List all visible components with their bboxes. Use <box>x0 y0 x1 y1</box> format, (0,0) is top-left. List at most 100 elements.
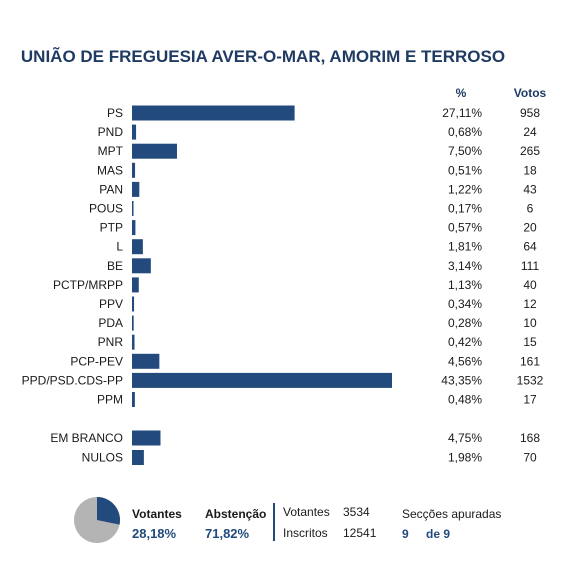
party-row-pnr: PNR 0,42% 15 <box>98 334 537 350</box>
party-row-em-branco: EM BRANCO 4,75% 168 <box>50 430 540 446</box>
party-bar <box>132 201 134 216</box>
party-pct: 27,11% <box>442 106 482 120</box>
party-label: PTP <box>100 221 123 235</box>
party-votes: 64 <box>523 240 537 254</box>
party-label: PCTP/MRPP <box>53 278 123 292</box>
party-label: PPM <box>97 393 123 407</box>
party-bar <box>132 181 140 197</box>
party-row-pan: PAN 1,22% 43 <box>99 181 537 197</box>
party-label: PNR <box>98 335 124 349</box>
party-votes: 70 <box>523 451 537 465</box>
party-row-pnd: PND 0,68% 24 <box>98 124 537 140</box>
party-pct: 4,75% <box>448 431 482 445</box>
party-votes: 15 <box>523 335 537 349</box>
party-bar <box>132 105 295 121</box>
party-bar <box>132 450 144 465</box>
chart-title: UNIÃO DE FREGUESIA AVER-O-MAR, AMORIM E … <box>21 46 505 66</box>
party-pct: 1,13% <box>448 278 482 292</box>
inscritos-label: Inscritos <box>283 526 328 540</box>
party-label: EM BRANCO <box>50 431 123 445</box>
party-pct: 0,42% <box>448 335 482 349</box>
party-row-be: BE 3,14% 111 <box>107 258 540 274</box>
party-bar <box>132 277 139 293</box>
abstencao-label: Abstenção <box>205 507 266 521</box>
party-bar <box>132 430 161 446</box>
party-label: L <box>116 240 123 254</box>
party-bar <box>132 334 135 350</box>
party-row-mpt: MPT 7,50% 265 <box>98 143 540 159</box>
party-pct: 0,48% <box>448 393 482 407</box>
party-bar <box>132 353 160 369</box>
party-votes: 12 <box>523 297 537 311</box>
party-bar <box>132 239 143 255</box>
party-pct: 0,17% <box>448 202 482 216</box>
votantes-count-label: Votantes <box>283 505 330 519</box>
seccoes-label: Secções apuradas <box>402 507 501 521</box>
party-label: BE <box>107 259 123 273</box>
votes-column-header: Votos <box>514 86 547 100</box>
party-votes: 10 <box>523 316 537 330</box>
party-label: PDA <box>98 316 123 330</box>
party-pct: 4,56% <box>448 354 482 368</box>
seccoes-total: de 9 <box>426 527 450 541</box>
party-votes: 161 <box>520 354 540 368</box>
party-row-ps: PS 27,11% 958 <box>107 105 540 121</box>
party-pct: 3,14% <box>448 259 482 273</box>
abstencao-pct: 71,82% <box>205 526 250 541</box>
party-label: PCP-PEV <box>70 354 123 368</box>
party-pct: 0,57% <box>448 221 482 235</box>
party-bar <box>132 392 135 407</box>
turnout-pie <box>74 497 120 543</box>
votantes-label: Votantes <box>132 507 182 521</box>
party-votes: 17 <box>523 393 537 407</box>
party-pct: 7,50% <box>448 144 482 158</box>
party-label: PND <box>98 125 124 139</box>
party-bar <box>132 220 136 236</box>
party-bar <box>132 124 137 140</box>
party-pct: 1,98% <box>448 451 482 465</box>
party-label: MPT <box>98 144 124 158</box>
party-row-pctp-mrpp: PCTP/MRPP 1,13% 40 <box>53 277 537 293</box>
party-votes: 24 <box>523 125 537 139</box>
party-row-ppm: PPM 0,48% 17 <box>97 392 537 407</box>
party-votes: 6 <box>527 202 534 216</box>
party-label: NULOS <box>82 451 123 465</box>
party-row-pous: POUS 0,17% 6 <box>89 201 534 216</box>
party-pct: 0,28% <box>448 316 482 330</box>
party-label: PS <box>107 106 123 120</box>
party-bar <box>132 143 177 159</box>
inscritos-count: 12541 <box>343 526 377 540</box>
party-label: PPD/PSD.CDS-PP <box>22 373 123 387</box>
party-bar <box>132 258 151 274</box>
votantes-pct: 28,18% <box>132 526 177 541</box>
votantes-count: 3534 <box>343 505 370 519</box>
party-votes: 111 <box>521 259 540 273</box>
party-row-ppd-psd-cds-pp: PPD/PSD.CDS-PP 43,35% 1532 <box>22 372 544 388</box>
party-bar <box>132 296 135 312</box>
party-votes: 40 <box>523 278 537 292</box>
party-row-nulos: NULOS 1,98% 70 <box>82 450 537 465</box>
party-votes: 20 <box>523 221 537 235</box>
party-row-ptp: PTP 0,57% 20 <box>100 220 537 236</box>
party-votes: 1532 <box>517 373 544 387</box>
party-votes: 43 <box>523 182 537 196</box>
party-pct: 43,35% <box>441 373 482 387</box>
party-row-mas: MAS 0,51% 18 <box>97 162 537 178</box>
party-rows: PS 27,11% 958 PND 0,68% 24 MPT 7,50% 265 MAS 0,51%… <box>22 105 544 465</box>
pct-column-header: % <box>456 86 467 100</box>
party-pct: 1,81% <box>448 240 482 254</box>
party-pct: 1,22% <box>448 182 482 196</box>
party-votes: 18 <box>523 163 537 177</box>
party-row-pda: PDA 0,28% 10 <box>98 315 537 331</box>
party-votes: 958 <box>520 106 540 120</box>
party-votes: 265 <box>520 144 540 158</box>
pie-slice-votantes <box>97 497 120 525</box>
party-votes: 168 <box>520 431 540 445</box>
party-label: MAS <box>97 163 123 177</box>
party-row-ppv: PPV 0,34% 12 <box>99 296 537 312</box>
party-label: PPV <box>99 297 123 311</box>
party-pct: 0,34% <box>448 297 482 311</box>
party-pct: 0,68% <box>448 125 482 139</box>
party-row-l: L 1,81% 64 <box>116 239 537 255</box>
party-bar <box>132 315 134 331</box>
